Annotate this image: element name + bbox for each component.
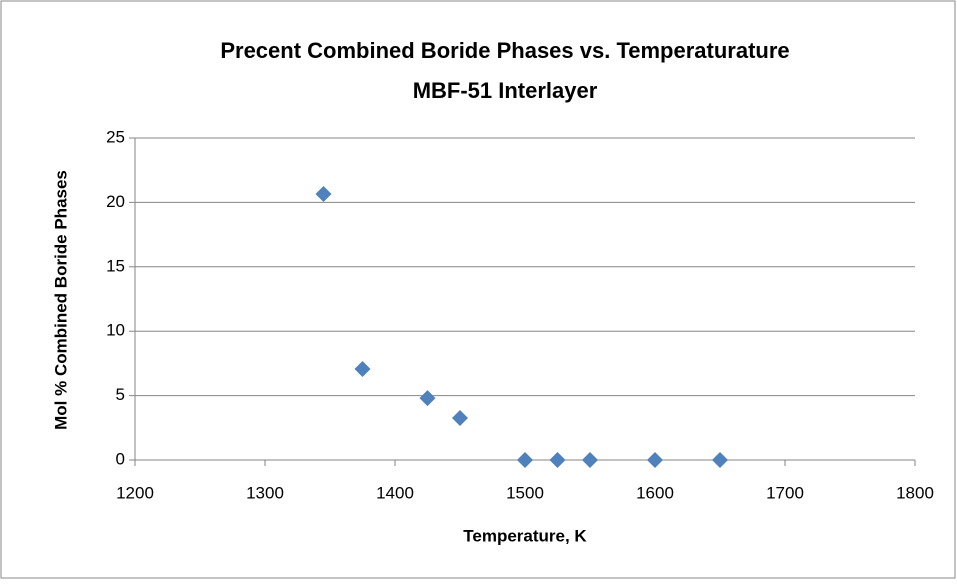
y-tick-label: 5: [116, 385, 125, 404]
point: [354, 360, 371, 377]
x-tick-label: 1200: [116, 483, 154, 502]
y-tick-label: 20: [106, 192, 125, 211]
x-tick-label: 1800: [896, 483, 934, 502]
y-axis-label: Mol % Combined Boride Phases: [51, 170, 70, 430]
point: [315, 186, 332, 203]
x-tick-label: 1700: [766, 483, 804, 502]
point: [647, 452, 663, 468]
x-tick-label: 1500: [506, 483, 544, 502]
x-tick-label: 1600: [636, 483, 674, 502]
y-tick-label: 25: [106, 127, 125, 146]
x-tick-label: 1300: [246, 483, 284, 502]
x-axis-label: Temperature, K: [463, 526, 587, 545]
point: [549, 452, 566, 468]
y-tick-label: 0: [116, 449, 125, 468]
point: [452, 410, 468, 427]
point: [517, 452, 533, 468]
chart-subtitle: MBF-51 Interlayer: [413, 78, 598, 103]
point: [712, 452, 728, 468]
y-tick-label: 10: [106, 321, 125, 340]
point: [582, 452, 598, 468]
chart-title: Precent Combined Boride Phases vs. Tempe…: [220, 38, 789, 63]
y-tick-label: 15: [106, 256, 125, 275]
point: [419, 390, 436, 407]
x-tick-label: 1400: [376, 483, 414, 502]
